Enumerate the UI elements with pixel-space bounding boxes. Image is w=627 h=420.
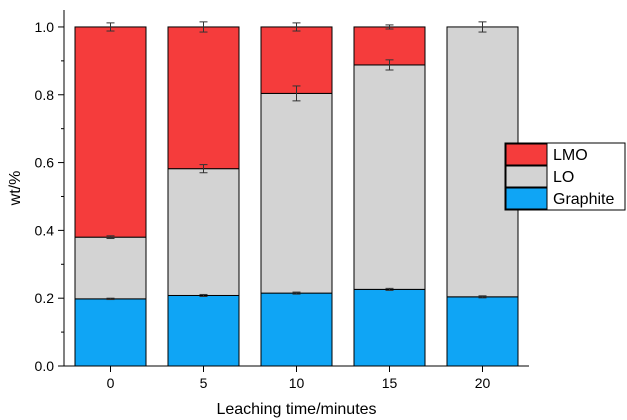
- error-bar-graphite-0: [106, 297, 115, 301]
- error-bar-graphite-10: [292, 291, 301, 295]
- y-tick-label-1.0: 1.0: [35, 19, 55, 35]
- legend-swatch-lmo: [505, 143, 548, 166]
- error-bar-lo-0: [106, 235, 115, 240]
- x-tick-label-15: 15: [382, 375, 398, 391]
- bar-lmo-5: [167, 26, 240, 170]
- y-tick-label-0.8: 0.8: [35, 87, 55, 103]
- bar-lo-15: [353, 64, 426, 290]
- bars-layer: [74, 26, 519, 367]
- legend-label-graphite: Graphite: [553, 191, 614, 208]
- error-bar-lo-5: [199, 164, 208, 174]
- error-bar-lmo-10: [292, 22, 301, 32]
- error-bar-lo-10: [292, 85, 301, 102]
- bar-graphite-10: [260, 292, 333, 367]
- bar-lmo-15: [353, 26, 426, 66]
- x-tick-label-0: 0: [107, 375, 115, 391]
- bar-lmo-10: [260, 26, 333, 94]
- bar-lo-5: [167, 168, 240, 296]
- axes-layer: 0 5 10 15 20 0.0 0.2 0.4 0.6 0.8 1.0: [35, 10, 529, 391]
- error-bar-lmo-15: [385, 24, 394, 30]
- bar-graphite-5: [167, 294, 240, 367]
- x-axis-title: Leaching time/minutes: [216, 401, 376, 418]
- bar-graphite-0: [74, 298, 147, 367]
- bar-lo-10: [260, 92, 333, 294]
- error-bar-lmo-0: [106, 22, 115, 32]
- y-tick-label-0.2: 0.2: [35, 290, 55, 306]
- x-tick-label-10: 10: [289, 375, 305, 391]
- y-tick-label-0.6: 0.6: [35, 155, 55, 171]
- x-tick-label-20: 20: [475, 375, 491, 391]
- legend: LMO LO Graphite: [504, 142, 626, 211]
- error-bar-graphite-15: [385, 287, 394, 291]
- error-bar-graphite-20: [478, 295, 487, 299]
- error-bars-layer: [106, 21, 487, 301]
- error-bar-lo-15: [385, 59, 394, 71]
- y-tick-label-0.0: 0.0: [35, 358, 55, 374]
- error-bar-lmo-5: [199, 21, 208, 33]
- legend-label-lmo: LMO: [553, 147, 588, 164]
- error-bar-graphite-5: [199, 293, 208, 297]
- y-tick-label-0.4: 0.4: [35, 222, 55, 238]
- bar-lo-0: [74, 236, 147, 300]
- y-axis-title: wt/%: [7, 171, 24, 207]
- error-bar-lo-20: [478, 21, 487, 33]
- bar-graphite-20: [446, 296, 519, 367]
- bar-graphite-15: [353, 288, 426, 367]
- bar-lmo-0: [74, 26, 147, 238]
- legend-label-lo: LO: [553, 169, 574, 186]
- legend-swatch-lo: [505, 165, 548, 188]
- legend-swatch-graphite: [505, 187, 548, 210]
- x-tick-label-5: 5: [200, 375, 208, 391]
